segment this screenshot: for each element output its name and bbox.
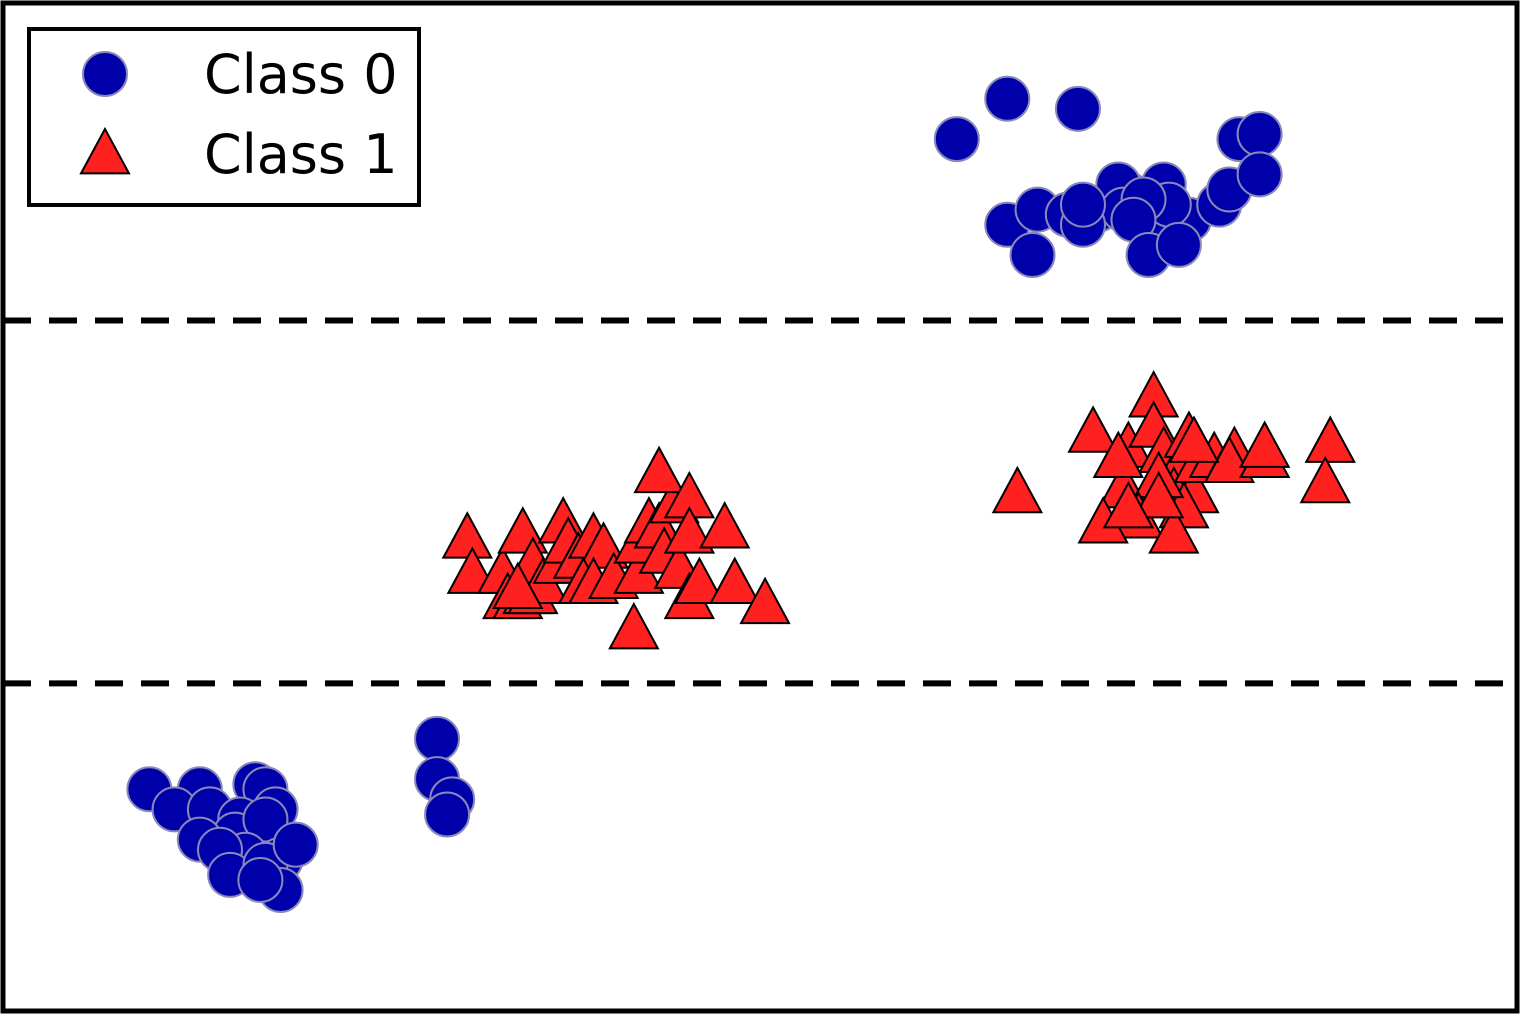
- class-1-point-57: [1168, 415, 1220, 463]
- legend-triangle-marker: [79, 126, 131, 175]
- class-1-point-61: [1299, 455, 1351, 504]
- class-0-point-1: [984, 75, 1031, 122]
- legend-marker-class-0: [82, 51, 128, 97]
- class-1-point-35: [492, 561, 544, 610]
- class-0-point-25: [1155, 221, 1202, 268]
- class-1-point-26: [673, 556, 726, 604]
- class-1-point-37: [1067, 405, 1119, 453]
- class-0-point-2: [1054, 85, 1101, 132]
- class-1-point-30: [663, 506, 716, 554]
- class-1-point-34: [608, 601, 660, 650]
- reference-lines: [3, 317, 1517, 687]
- class-1-point-36: [991, 465, 1044, 514]
- class-0-point-11: [1236, 111, 1283, 158]
- legend: Class 0 Class 1: [27, 27, 421, 207]
- class-0-point-14: [1236, 151, 1283, 198]
- class-1-point-59: [1238, 420, 1291, 468]
- class-0-point-0: [933, 116, 980, 163]
- class-0-point-45: [414, 715, 461, 762]
- class-0-point-43: [237, 856, 284, 903]
- class-1-point-60: [1304, 415, 1356, 463]
- class-0-point-35: [242, 796, 289, 843]
- class-0-point-22: [1059, 181, 1106, 228]
- class-1-point-54: [1148, 506, 1200, 554]
- legend-label-class-0: Class 0: [204, 43, 398, 106]
- class-1-point-56: [1092, 430, 1144, 478]
- legend-circle-marker: [82, 51, 128, 97]
- class-1-point-31: [698, 501, 751, 549]
- class-1-point-63: [1102, 480, 1155, 529]
- legend-marker-class-1: [79, 126, 131, 175]
- class-0-point-48: [424, 791, 471, 838]
- class-1-point-32: [709, 556, 761, 604]
- legend-label-class-1: Class 1: [204, 123, 398, 186]
- class-0-point-23: [1009, 232, 1056, 278]
- data-points: [126, 75, 1356, 914]
- class-1-point-28: [633, 445, 685, 494]
- class-1-point-55: [1133, 470, 1185, 519]
- class-1-point-33: [739, 576, 791, 625]
- class-0-point-44: [272, 821, 319, 868]
